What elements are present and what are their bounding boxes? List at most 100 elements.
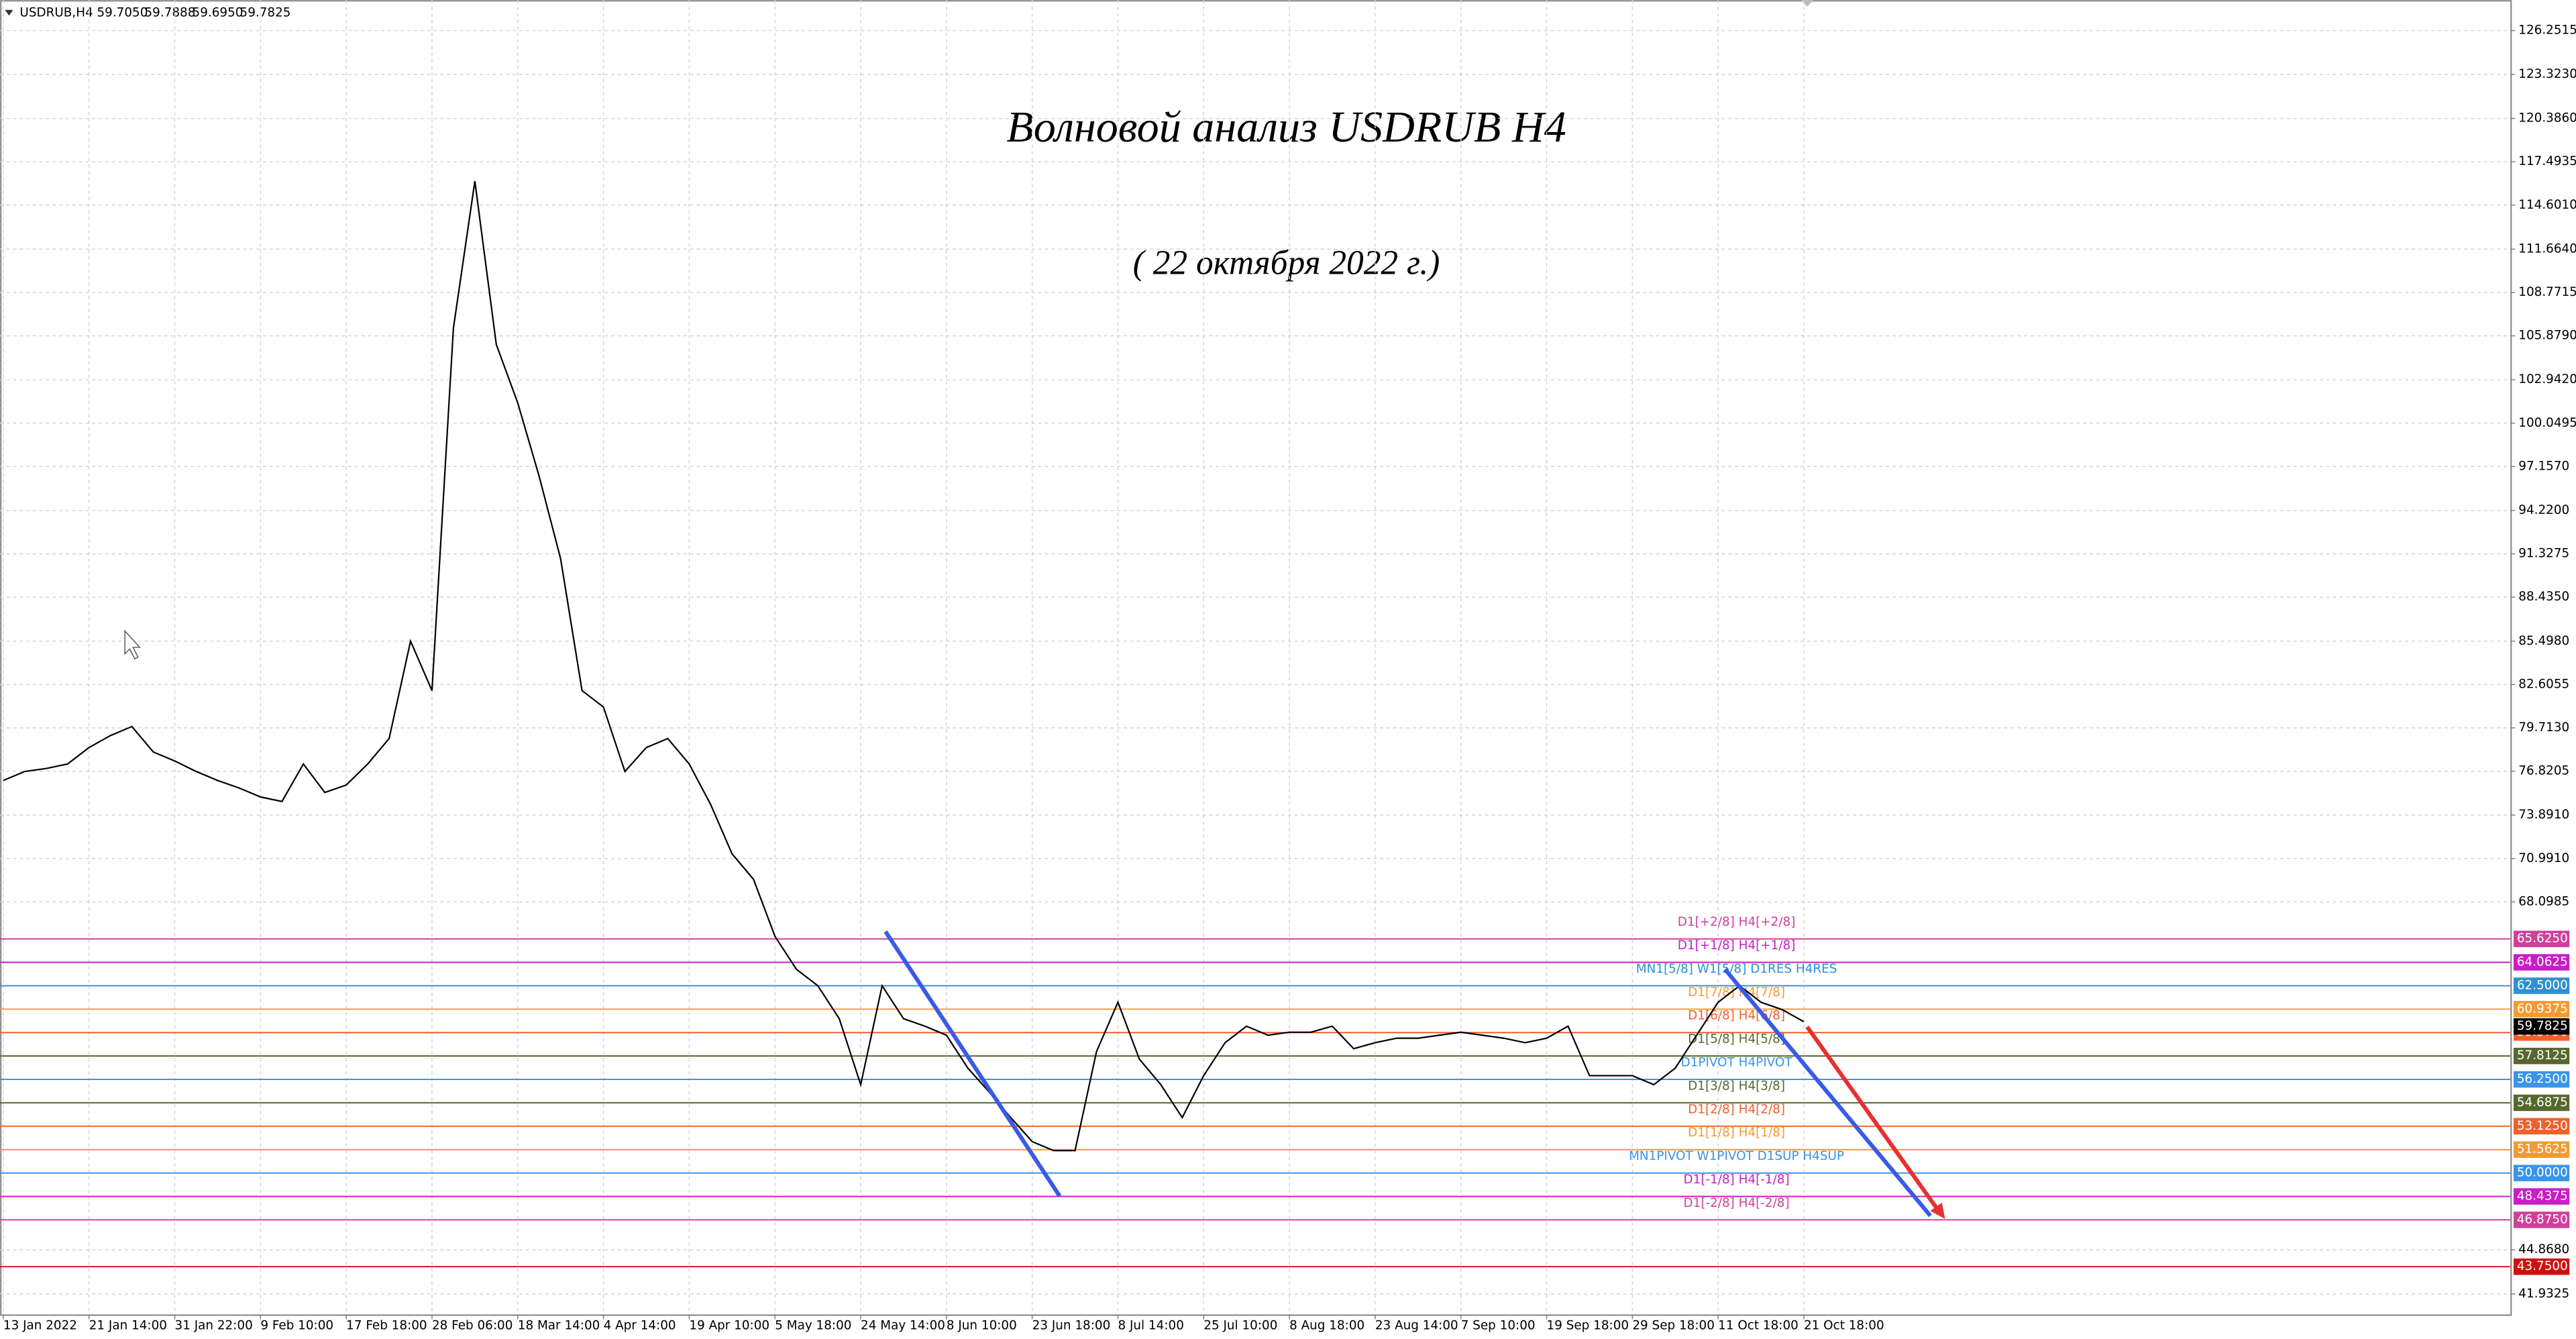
level-label: D1[-2/8] H4[-2/8] (1684, 1196, 1790, 1210)
level-label: D1[1/8] H4[1/8] (1688, 1126, 1785, 1140)
level-tag-label: 57.8125 (2517, 1049, 2568, 1063)
level-tag-label: 50.0000 (2517, 1166, 2568, 1180)
level-tag (2513, 977, 2570, 994)
level-tag (2513, 1258, 2570, 1275)
forecast-arrow (1805, 1025, 1941, 1212)
chart-subtitle: ( 22 октября 2022 г.) (1133, 244, 1440, 282)
y-tick-label: 82.6055 (2518, 677, 2569, 691)
x-tick-label: 23 Aug 14:00 (1375, 1318, 1458, 1332)
level-label: D1[+2/8] H4[+2/8] (1678, 915, 1796, 929)
y-tick-label: 120.3860 (2518, 111, 2576, 125)
y-tick-label: 111.6640 (2518, 242, 2576, 256)
y-tick-label: 91.3275 (2518, 547, 2569, 561)
level-label: D1[5/8] H4[5/8] (1688, 1032, 1785, 1047)
x-tick-label: 28 Feb 06:00 (432, 1318, 513, 1332)
level-label: D1PIVOT H4PIVOT (1681, 1056, 1793, 1070)
x-tick-label: 19 Apr 10:00 (689, 1318, 769, 1332)
level-tag-label: 60.9375 (2517, 1002, 2568, 1016)
y-tick-label: 105.8790 (2518, 329, 2576, 343)
level-tag (2513, 1094, 2570, 1112)
x-tick-label: 19 Sep 18:00 (1547, 1318, 1629, 1332)
ohlc-open: 59.7050 (97, 6, 148, 20)
trend-line (883, 930, 1062, 1197)
chart-title: Волновой анализ USDRUB H4 (1006, 103, 1566, 152)
level-label: D1[3/8] H4[3/8] (1688, 1079, 1785, 1093)
level-label: MN1PIVOT W1PIVOT D1SUP H4SUP (1629, 1149, 1844, 1163)
y-tick-label: 97.1570 (2518, 459, 2569, 473)
grid (0, 0, 2511, 1315)
level-tag (2513, 1118, 2570, 1135)
plot-border (0, 0, 2512, 1316)
x-tick-label: 31 Jan 22:00 (175, 1318, 253, 1332)
y-tick-label: 102.9420 (2518, 372, 2576, 386)
x-tick-label: 13 Jan 2022 (3, 1318, 77, 1332)
level-tag-label: 65.6250 (2517, 932, 2568, 946)
x-tick-label: 21 Jan 14:00 (89, 1318, 167, 1332)
x-tick-label: 8 Jul 14:00 (1118, 1318, 1183, 1332)
y-tick-label: 123.3230 (2518, 67, 2576, 81)
y-tick-label: 100.0495 (2518, 416, 2576, 430)
x-tick-label: 8 Aug 18:00 (1289, 1318, 1364, 1332)
trend-line (1723, 967, 1932, 1218)
last-price-label: 59.7825 (2517, 1019, 2568, 1033)
level-tag (2513, 1188, 2570, 1205)
dropdown-icon[interactable] (5, 9, 13, 16)
level-tag-label: 53.1250 (2517, 1119, 2568, 1133)
y-tick-label: 117.4935 (2518, 154, 2576, 168)
level-tag-label: 54.6875 (2517, 1095, 2568, 1110)
x-tick-label: 7 Sep 10:00 (1461, 1318, 1536, 1332)
x-tick-label: 25 Jul 10:00 (1203, 1318, 1277, 1332)
y-tick-label: 68.0985 (2518, 894, 2569, 908)
forecast-arrowhead (1930, 1202, 1945, 1220)
y-tick-label: 76.8205 (2518, 764, 2569, 778)
y-tick-label: 108.7715 (2518, 285, 2576, 299)
y-tick-label: 88.4350 (2518, 590, 2569, 604)
level-label: D1[+1/8] H4[+1/8] (1678, 939, 1796, 953)
level-tag (2513, 1047, 2570, 1065)
x-tick-label: 21 Oct 18:00 (1804, 1318, 1884, 1332)
level-tag (2513, 1212, 2570, 1228)
y-tick-label: 73.8910 (2518, 808, 2569, 822)
y-tick-label: 70.9910 (2518, 851, 2569, 865)
level-label: D1[-1/8] H4[-1/8] (1684, 1173, 1790, 1187)
axes: 126.2515 123.3230 120.3860 117.4935 114.6010… (3, 23, 2576, 1332)
x-tick-label: 17 Feb 18:00 (346, 1318, 427, 1332)
x-tick-label: 24 May 14:00 (861, 1318, 945, 1332)
symbol: USDRUB,H4 (19, 6, 93, 20)
y-tick-label: 94.2200 (2518, 503, 2569, 517)
y-tick-label: 79.7130 (2518, 720, 2569, 735)
ohlc-close: 59.7825 (240, 6, 291, 20)
level-label: MN1[5/8] W1[5/8] D1RES H4RES (1636, 962, 1837, 976)
levels: D1[+2/8] H4[+2/8] D1[+1/8] H4[+1/8] MN1[5/… (0, 915, 2511, 1268)
y-tick-label: 126.2515 (2518, 23, 2576, 38)
level-tag-label: 48.4375 (2517, 1189, 2568, 1203)
level-tag (2513, 1141, 2570, 1158)
x-tick-label: 8 Jun 10:00 (947, 1318, 1017, 1332)
level-tag (2513, 1001, 2570, 1018)
level-tag-label: 51.5625 (2517, 1142, 2568, 1157)
x-tick-label: 18 Mar 14:00 (518, 1318, 600, 1332)
x-tick-label: 5 May 18:00 (775, 1318, 851, 1332)
ohlc-low: 59.6950 (193, 6, 244, 20)
x-tick-label: 29 Sep 18:00 (1632, 1318, 1715, 1332)
level-tag-label: 56.2500 (2517, 1072, 2568, 1086)
level-tag-label: 62.5000 (2517, 978, 2568, 992)
y-tick-label: 41.9325 (2518, 1287, 2569, 1301)
y-tick-label: 44.8680 (2518, 1242, 2569, 1256)
level-label: D1[2/8] H4[2/8] (1688, 1102, 1785, 1116)
x-tick-label: 9 Feb 10:00 (260, 1318, 333, 1332)
level-label: D1[7/8] H4[7/8] (1688, 985, 1785, 1000)
x-tick-label: 4 Apr 14:00 (604, 1318, 676, 1332)
ohlc-high: 59.7888 (145, 6, 196, 20)
level-tag-label: 64.0625 (2517, 955, 2568, 969)
price-line (3, 180, 1805, 1152)
y-tick-label: 114.6010 (2518, 198, 2576, 212)
level-tag (2513, 1071, 2570, 1088)
level-tag-label: 43.7500 (2517, 1259, 2568, 1273)
level-tag (2513, 930, 2570, 947)
mouse-cursor (124, 629, 141, 660)
x-tick-label: 11 Oct 18:00 (1718, 1318, 1799, 1332)
level-tag (2513, 1165, 2570, 1181)
